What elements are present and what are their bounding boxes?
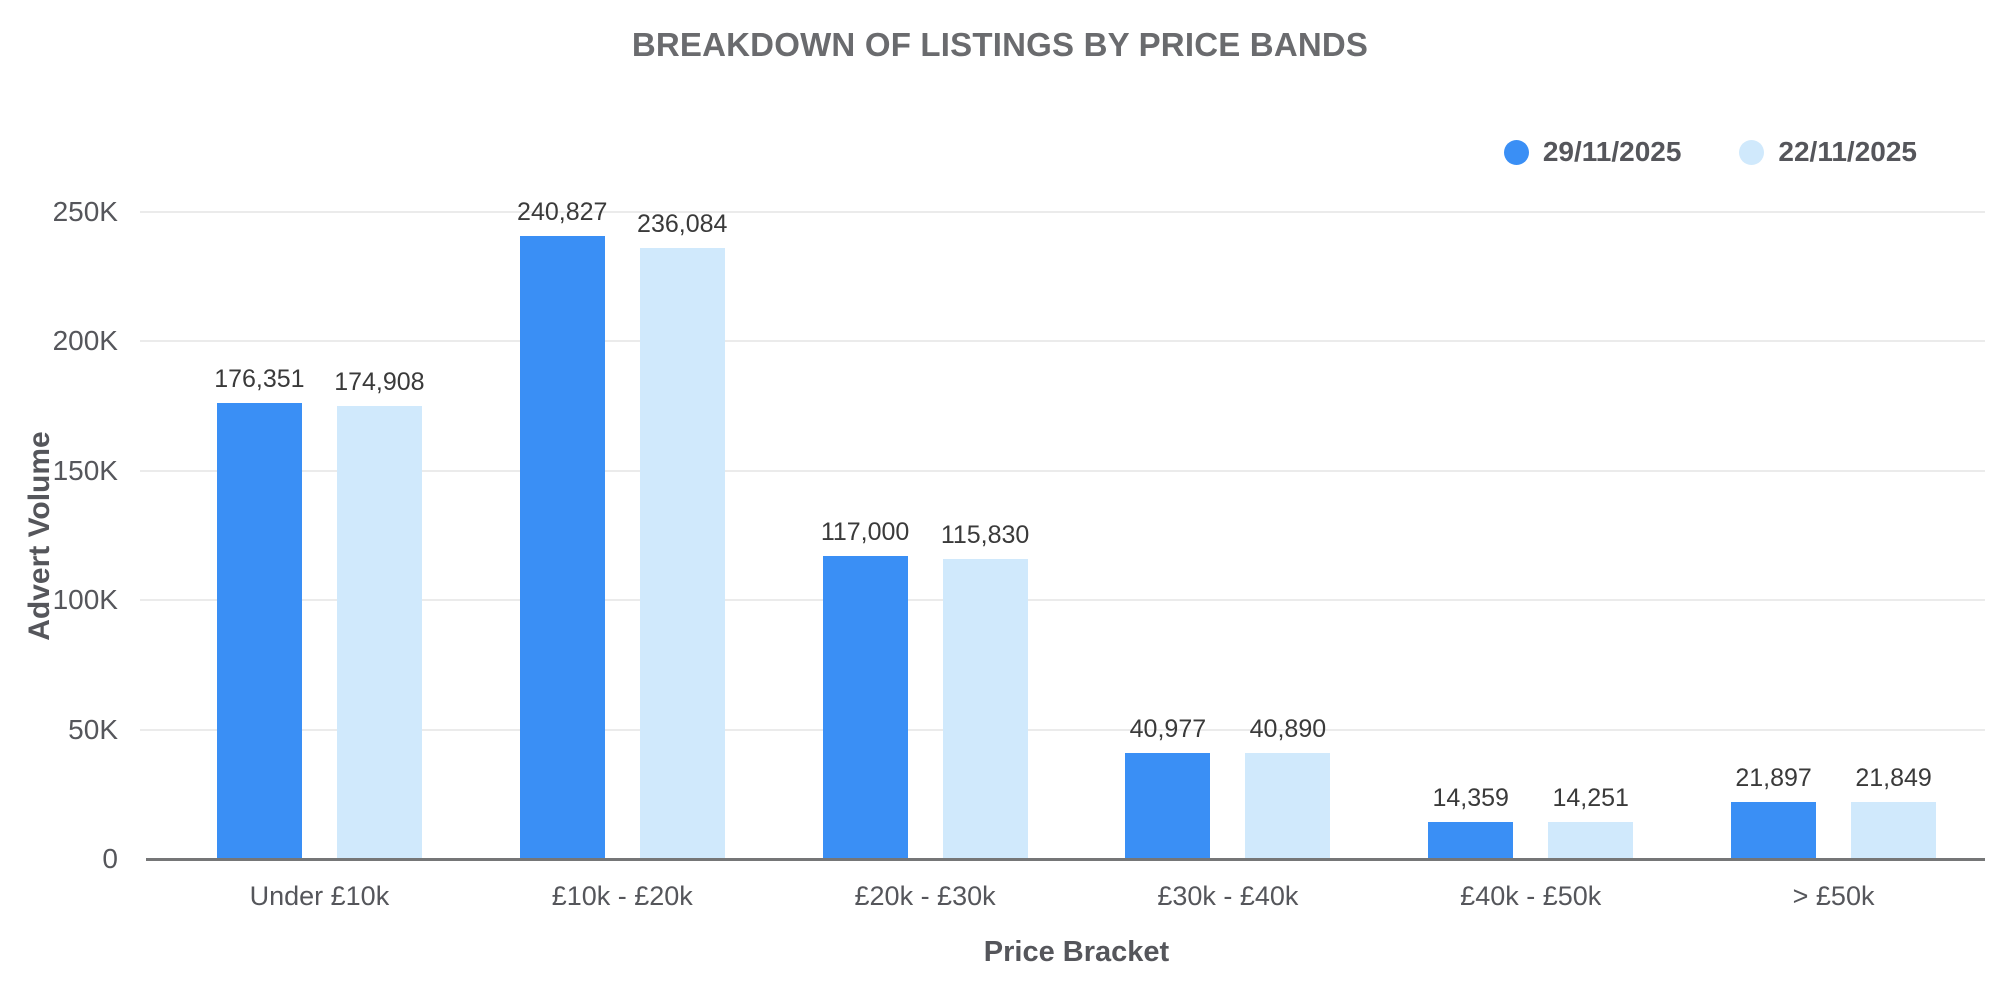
x-tick-labels: Under £10k £10k - £20k £20k - £30k £30k - £… — [168, 881, 1985, 912]
bar-group: 240,827 236,084 — [471, 198, 774, 859]
plot-area: 176,351 174,908 240,827 236,084 117,000 115,8… — [53, 196, 1985, 911]
bar[interactable] — [1245, 753, 1331, 859]
bar[interactable] — [1548, 822, 1634, 859]
bar-value-label: 14,359 — [1432, 784, 1509, 812]
bar[interactable] — [639, 248, 725, 859]
legend: 29/11/2025 22/11/2025 — [1503, 136, 1917, 168]
x-axis-title: Price Bracket — [983, 936, 1170, 968]
bar-value-label: 21,897 — [1735, 764, 1812, 792]
bar-column: 40,977 — [1125, 715, 1211, 859]
bar-column: 14,251 — [1548, 784, 1634, 859]
bar-column: 240,827 — [517, 198, 608, 859]
x-tick-label: £30k - £40k — [1157, 881, 1299, 911]
bar-value-label: 21,849 — [1855, 764, 1932, 792]
bar-group: 21,897 21,849 — [1682, 212, 1985, 859]
gridline — [140, 599, 1985, 602]
bar-groups: 176,351 174,908 240,827 236,084 117,000 115,8… — [168, 198, 1985, 859]
chart-title: BREAKDOWN OF LISTINGS BY PRICE BANDS — [631, 26, 1369, 63]
bar-group: 40,977 40,890 — [1076, 212, 1379, 859]
bar-value-label: 40,977 — [1129, 715, 1207, 743]
legend-item[interactable]: 29/11/2025 — [1503, 136, 1682, 168]
bar-column: 176,351 — [214, 365, 305, 859]
bar[interactable] — [519, 236, 605, 859]
x-axis-line — [146, 857, 1985, 861]
bar-column: 21,849 — [1851, 764, 1937, 859]
legend-label: 22/11/2025 — [1778, 136, 1917, 167]
gridline — [140, 211, 1985, 213]
bar-group: 117,000 115,830 — [774, 212, 1077, 859]
bar-column: 21,897 — [1731, 764, 1817, 859]
bar[interactable] — [1851, 802, 1937, 859]
bar[interactable] — [1731, 802, 1817, 859]
bar[interactable] — [1428, 822, 1514, 859]
legend-label: 29/11/2025 — [1542, 136, 1682, 167]
y-tick-label: 0 — [102, 843, 118, 874]
gridline — [140, 340, 1985, 343]
bar-column: 115,830 — [940, 521, 1030, 859]
bar-column: 14,359 — [1428, 784, 1514, 859]
bar[interactable] — [216, 403, 302, 859]
bar-group: 176,351 174,908 — [168, 212, 471, 859]
x-tick-label: £20k - £30k — [854, 881, 996, 911]
x-tick-label: Under £10k — [249, 881, 390, 911]
bar-value-label: 174,908 — [334, 368, 425, 396]
y-tick-label: 150K — [52, 454, 118, 486]
y-tick-label: 50K — [68, 713, 118, 745]
x-tick-label: £40k - £50k — [1460, 881, 1602, 911]
bar[interactable] — [942, 559, 1028, 859]
legend-dot-icon — [1739, 139, 1765, 165]
bar-column: 40,890 — [1245, 715, 1331, 859]
bar-group: 14,359 14,251 — [1379, 212, 1682, 859]
y-tick-label: 200K — [52, 325, 118, 357]
bar[interactable] — [822, 556, 908, 859]
x-tick-label: > £50k — [1792, 881, 1875, 911]
bar-value-label: 117,000 — [820, 518, 910, 546]
bar-value-label: 14,251 — [1552, 784, 1629, 812]
y-tick-label: 250K — [52, 196, 118, 227]
gridline — [140, 728, 1985, 731]
legend-item[interactable]: 22/11/2025 — [1739, 136, 1917, 168]
y-tick-label: 100K — [52, 584, 118, 616]
bar-column: 174,908 — [334, 368, 425, 859]
bar-column: 117,000 — [820, 518, 910, 859]
bar[interactable] — [1125, 753, 1211, 859]
bar[interactable] — [336, 406, 422, 859]
bar-value-label: 115,830 — [940, 521, 1030, 549]
bar-value-label: 236,084 — [637, 210, 728, 238]
x-tick-label: £10k - £20k — [551, 881, 693, 911]
legend-dot-icon — [1503, 139, 1529, 165]
bar-column: 236,084 — [637, 210, 728, 859]
gridline — [140, 469, 1985, 472]
bar-value-label: 240,827 — [517, 198, 608, 226]
bar-value-label: 176,351 — [214, 365, 305, 393]
bar-value-label: 40,890 — [1249, 715, 1327, 743]
